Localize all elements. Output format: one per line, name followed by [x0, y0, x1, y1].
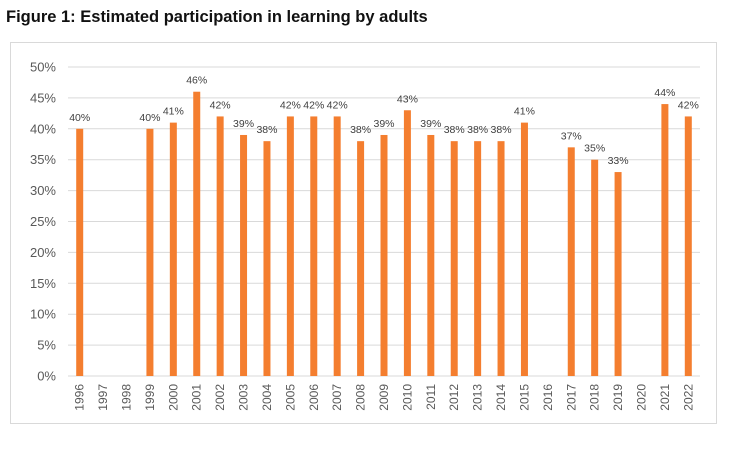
bar: [333, 116, 341, 376]
bar: [591, 159, 599, 376]
x-tick-label: 2015: [517, 384, 531, 411]
bar: [380, 134, 388, 376]
x-tick-label: 2020: [634, 384, 648, 411]
y-tick-label: 5%: [37, 338, 56, 353]
bar: [76, 128, 84, 376]
bar: [286, 116, 294, 376]
y-tick-label: 35%: [30, 152, 56, 167]
data-label: 37%: [561, 130, 582, 142]
data-label: 41%: [514, 106, 535, 118]
x-tick-label: 2012: [447, 384, 461, 411]
data-label: 42%: [280, 99, 301, 111]
y-tick-label: 15%: [30, 276, 56, 291]
bar: [450, 141, 458, 376]
bar: [403, 110, 411, 376]
x-tick-label: 2000: [166, 384, 180, 411]
bar: [497, 141, 505, 376]
x-tick-label: 2008: [354, 384, 368, 411]
y-tick-label: 0%: [37, 369, 56, 384]
x-tick-label: 1999: [143, 384, 157, 411]
bar: [193, 91, 201, 376]
bar: [661, 104, 669, 376]
bar: [263, 141, 271, 376]
x-tick-label: 2001: [190, 384, 204, 411]
y-tick-label: 40%: [30, 121, 56, 136]
data-label: 38%: [467, 124, 488, 136]
bar: [240, 134, 248, 376]
data-label: 33%: [608, 155, 629, 167]
x-tick-label: 2005: [283, 384, 297, 411]
y-tick-label: 45%: [30, 90, 56, 105]
data-label: 38%: [350, 124, 371, 136]
data-label: 40%: [139, 112, 160, 124]
x-tick-label: 2006: [307, 384, 321, 411]
bar: [567, 147, 575, 376]
x-tick-label: 2013: [471, 384, 485, 411]
x-tick-label: 2002: [213, 384, 227, 411]
bar: [427, 134, 435, 376]
figure-title: Figure 1: Estimated participation in lea…: [6, 8, 428, 26]
x-tick-label: 2021: [658, 384, 672, 411]
data-label: 42%: [210, 99, 231, 111]
x-tick-label: 1998: [120, 384, 134, 411]
bar: [474, 141, 482, 376]
bar: [169, 122, 177, 377]
x-tick-label: 2009: [377, 384, 391, 411]
x-tick-label: 2017: [564, 384, 578, 411]
bar: [357, 141, 365, 376]
bar: [146, 128, 154, 376]
bar: [684, 116, 692, 376]
data-label: 39%: [373, 118, 394, 130]
data-label: 38%: [491, 124, 512, 136]
data-label: 42%: [327, 99, 348, 111]
data-label: 42%: [303, 99, 324, 111]
bar: [216, 116, 224, 376]
x-tick-label: 2022: [681, 384, 695, 411]
x-tick-label: 1996: [73, 384, 87, 411]
x-tick-label: 2019: [611, 384, 625, 411]
x-tick-label: 2016: [541, 384, 555, 411]
data-label: 38%: [256, 124, 277, 136]
data-label: 43%: [397, 93, 418, 105]
bar: [614, 172, 622, 376]
x-tick-label: 2007: [330, 384, 344, 411]
bar: [310, 116, 318, 376]
x-tick-label: 2014: [494, 384, 508, 411]
data-label: 39%: [233, 118, 254, 130]
x-tick-label: 1997: [96, 384, 110, 411]
y-tick-label: 50%: [30, 60, 56, 75]
data-label: 39%: [420, 118, 441, 130]
data-label: 41%: [163, 106, 184, 118]
data-label: 46%: [186, 75, 207, 87]
x-tick-label: 2004: [260, 384, 274, 411]
data-label: 38%: [444, 124, 465, 136]
data-label: 40%: [69, 112, 90, 124]
x-tick-label: 2011: [424, 384, 438, 410]
x-tick-label: 2010: [400, 384, 414, 411]
x-tick-label: 2003: [237, 384, 251, 411]
x-tick-label: 2018: [588, 384, 602, 411]
data-label: 42%: [678, 99, 699, 111]
y-tick-label: 25%: [30, 214, 56, 229]
data-label: 35%: [584, 143, 605, 155]
bar: [520, 122, 528, 377]
data-label: 44%: [654, 87, 675, 99]
y-tick-label: 10%: [30, 307, 56, 322]
y-tick-label: 20%: [30, 245, 56, 260]
y-tick-label: 30%: [30, 183, 56, 198]
